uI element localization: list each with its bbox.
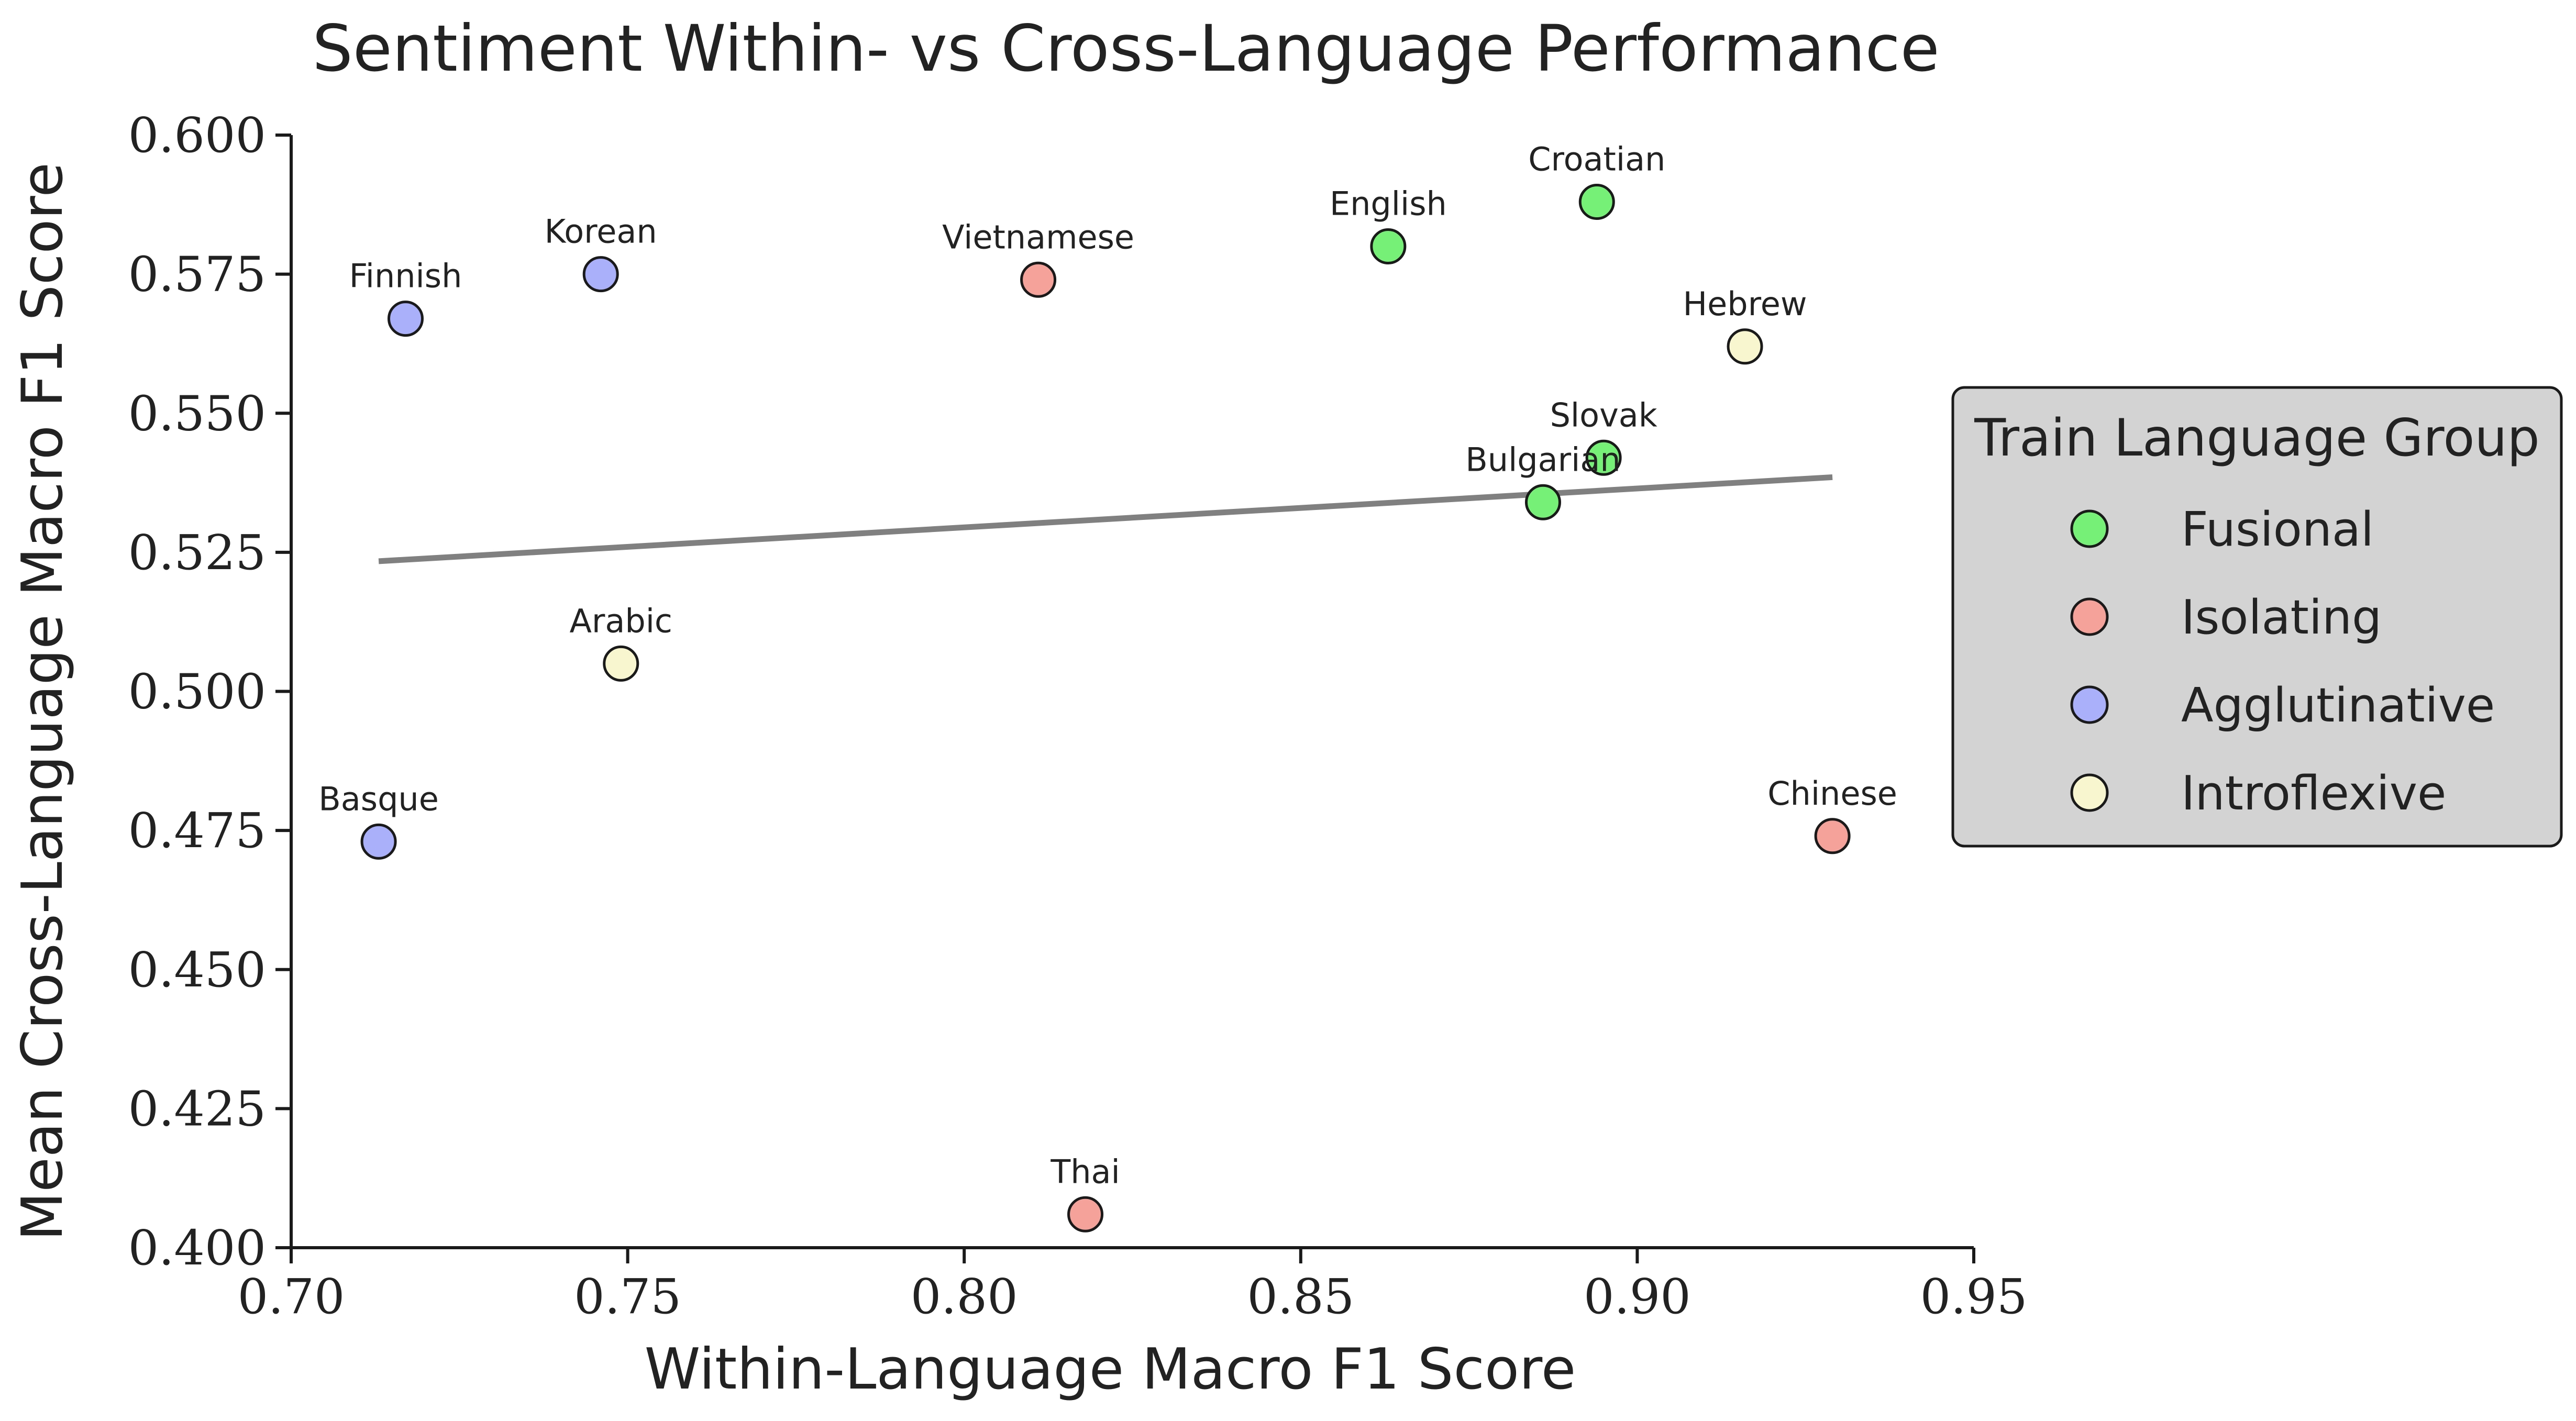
- point-label-chinese: Chinese: [1767, 774, 1897, 813]
- point-label-finnish: Finnish: [349, 257, 462, 295]
- x-tick-label: 0.95: [1920, 1269, 2028, 1325]
- y-tick-label: 0.450: [128, 942, 266, 998]
- point-label-croatian: Croatian: [1528, 140, 1665, 179]
- trend-line: [378, 474, 1833, 564]
- y-tick-label: 0.500: [128, 664, 266, 720]
- x-tick-label: 0.80: [911, 1269, 1018, 1325]
- y-tick-label: 0.525: [128, 525, 266, 581]
- point-label-thai: Thai: [1050, 1152, 1120, 1191]
- point-chinese: [1814, 818, 1851, 854]
- y-tick-label: 0.400: [128, 1220, 266, 1276]
- x-axis-label: Within-Language Macro F1 Score: [645, 1337, 1576, 1402]
- point-label-slovak: Slovak: [1550, 396, 1657, 434]
- legend-label-isolating: Isolating: [2181, 590, 2382, 645]
- x-tick-label: 0.90: [1584, 1269, 1691, 1325]
- point-label-korean: Korean: [545, 213, 657, 251]
- y-tick-label: 0.475: [128, 803, 266, 859]
- legend-label-agglutinative: Agglutinative: [2181, 678, 2495, 733]
- y-tick-label: 0.550: [128, 385, 266, 441]
- point-thai: [1067, 1196, 1104, 1233]
- legend-marker-introflexive: [2070, 773, 2109, 812]
- point-basque: [360, 823, 397, 860]
- point-hebrew: [1727, 328, 1763, 365]
- legend-entries: Fusional Isolating Agglutinative Introflexi…: [2070, 502, 2495, 821]
- point-label-basque: Basque: [318, 780, 439, 818]
- point-label-hebrew: Hebrew: [1683, 285, 1807, 323]
- x-tick-label: 0.70: [238, 1269, 345, 1325]
- legend-marker-isolating: [2070, 597, 2109, 636]
- y-tick-label: 0.575: [128, 247, 266, 303]
- chart-title: Sentiment Within- vs Cross-Language Perf…: [312, 12, 1939, 86]
- point-label-arabic: Arabic: [569, 602, 672, 640]
- legend-title: Train Language Group: [1974, 408, 2539, 468]
- y-axis: 0.400 0.425 0.450 0.475 0.500 0.525 0.550 0.575…: [128, 107, 293, 1276]
- x-tick-label: 0.75: [574, 1269, 681, 1325]
- point-bulgarian: [1524, 484, 1561, 520]
- point-labels-layer: Croatian English Slovak Bulgarian Vietnamese…: [318, 140, 1897, 1191]
- point-arabic: [603, 645, 639, 682]
- point-slovak: [1585, 439, 1622, 476]
- point-label-vietnamese: Vietnamese: [942, 218, 1134, 256]
- point-english: [1370, 228, 1407, 264]
- point-label-english: English: [1330, 185, 1447, 223]
- y-tick-label: 0.425: [128, 1081, 266, 1137]
- points-layer: [360, 184, 1851, 1233]
- legend-label-introflexive: Introflexive: [2181, 766, 2446, 821]
- legend-marker-fusional: [2070, 509, 2109, 548]
- y-axis-label: Mean Cross-Language Macro F1 Score: [10, 162, 75, 1241]
- point-vietnamese: [1020, 261, 1057, 298]
- point-croatian: [1578, 184, 1615, 220]
- legend: Train Language Group Fusional Isolating Ag…: [1951, 386, 2563, 848]
- trend-layer: [378, 474, 1833, 564]
- y-tick-label: 0.600: [128, 107, 266, 163]
- point-korean: [582, 256, 619, 293]
- legend-label-fusional: Fusional: [2181, 502, 2374, 557]
- legend-marker-agglutinative: [2070, 685, 2109, 724]
- legend-box: [1951, 386, 2563, 848]
- x-tick-label: 0.85: [1247, 1269, 1354, 1325]
- x-axis: 0.70 0.75 0.80 0.85 0.90 0.95: [238, 1246, 2028, 1325]
- point-label-bulgarian: Bulgarian: [1465, 440, 1620, 479]
- point-finnish: [387, 301, 424, 337]
